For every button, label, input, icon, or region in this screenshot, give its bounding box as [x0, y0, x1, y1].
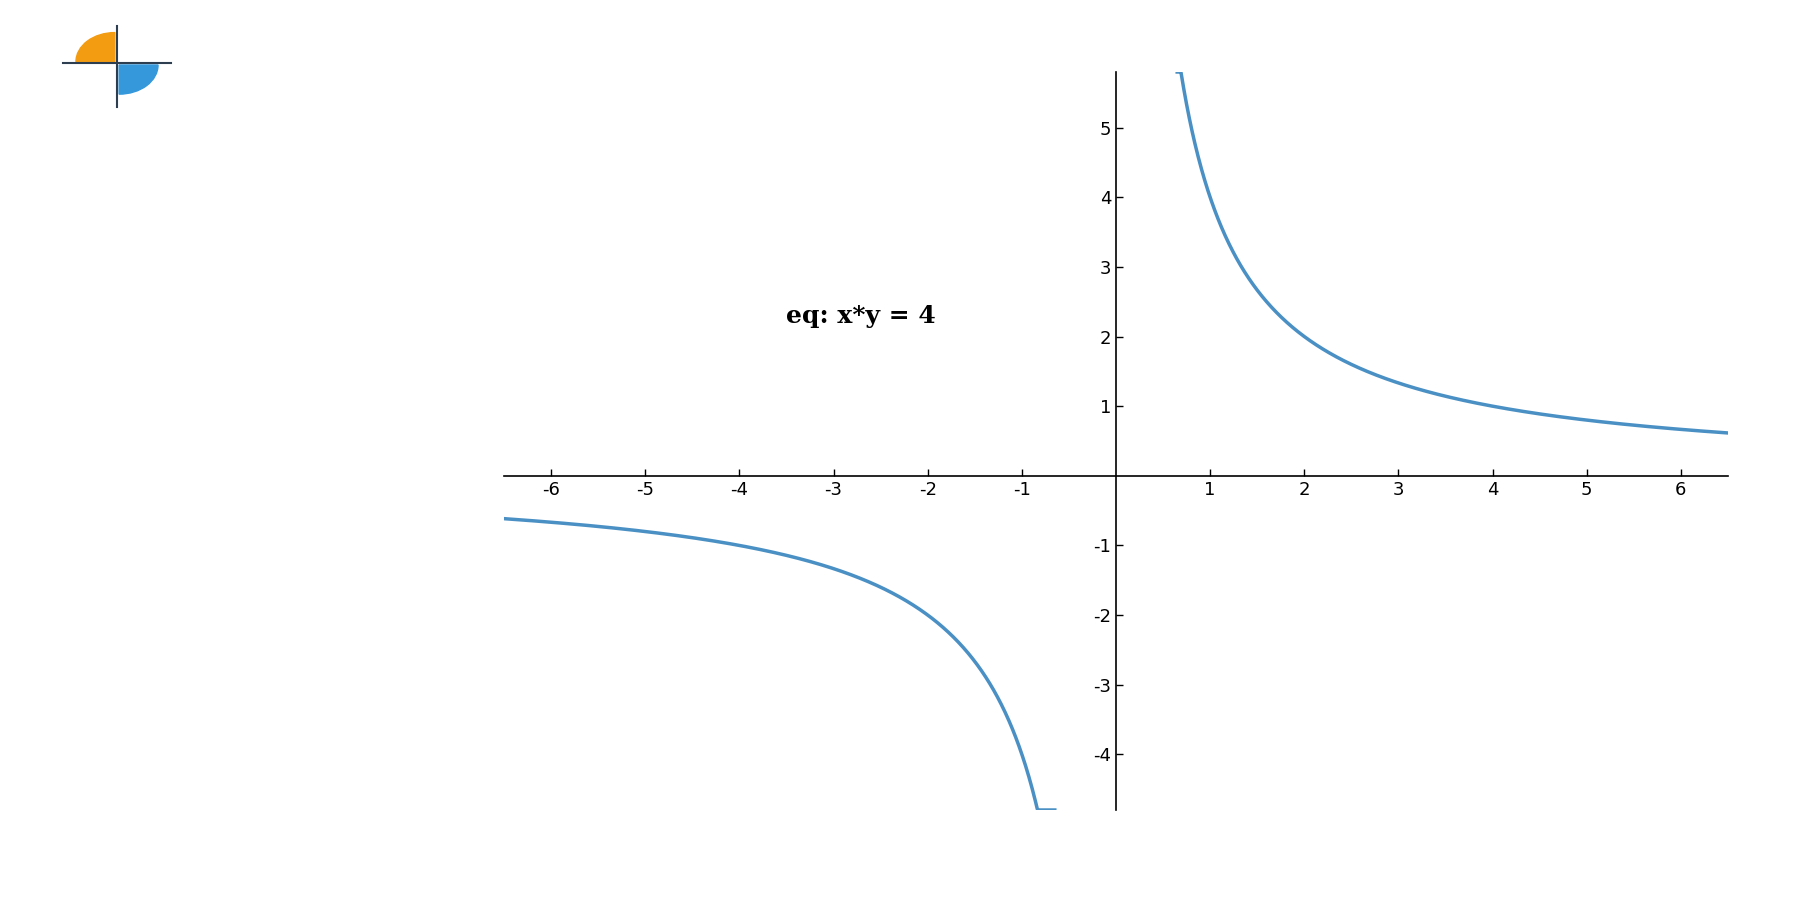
Wedge shape: [119, 32, 158, 62]
Wedge shape: [76, 32, 115, 62]
Wedge shape: [76, 65, 115, 94]
Text: STORY OF MATHEMATICS: STORY OF MATHEMATICS: [83, 145, 151, 150]
Text: eq: x*y = 4: eq: x*y = 4: [787, 303, 936, 328]
Wedge shape: [119, 65, 158, 94]
Text: SOM: SOM: [92, 112, 142, 131]
